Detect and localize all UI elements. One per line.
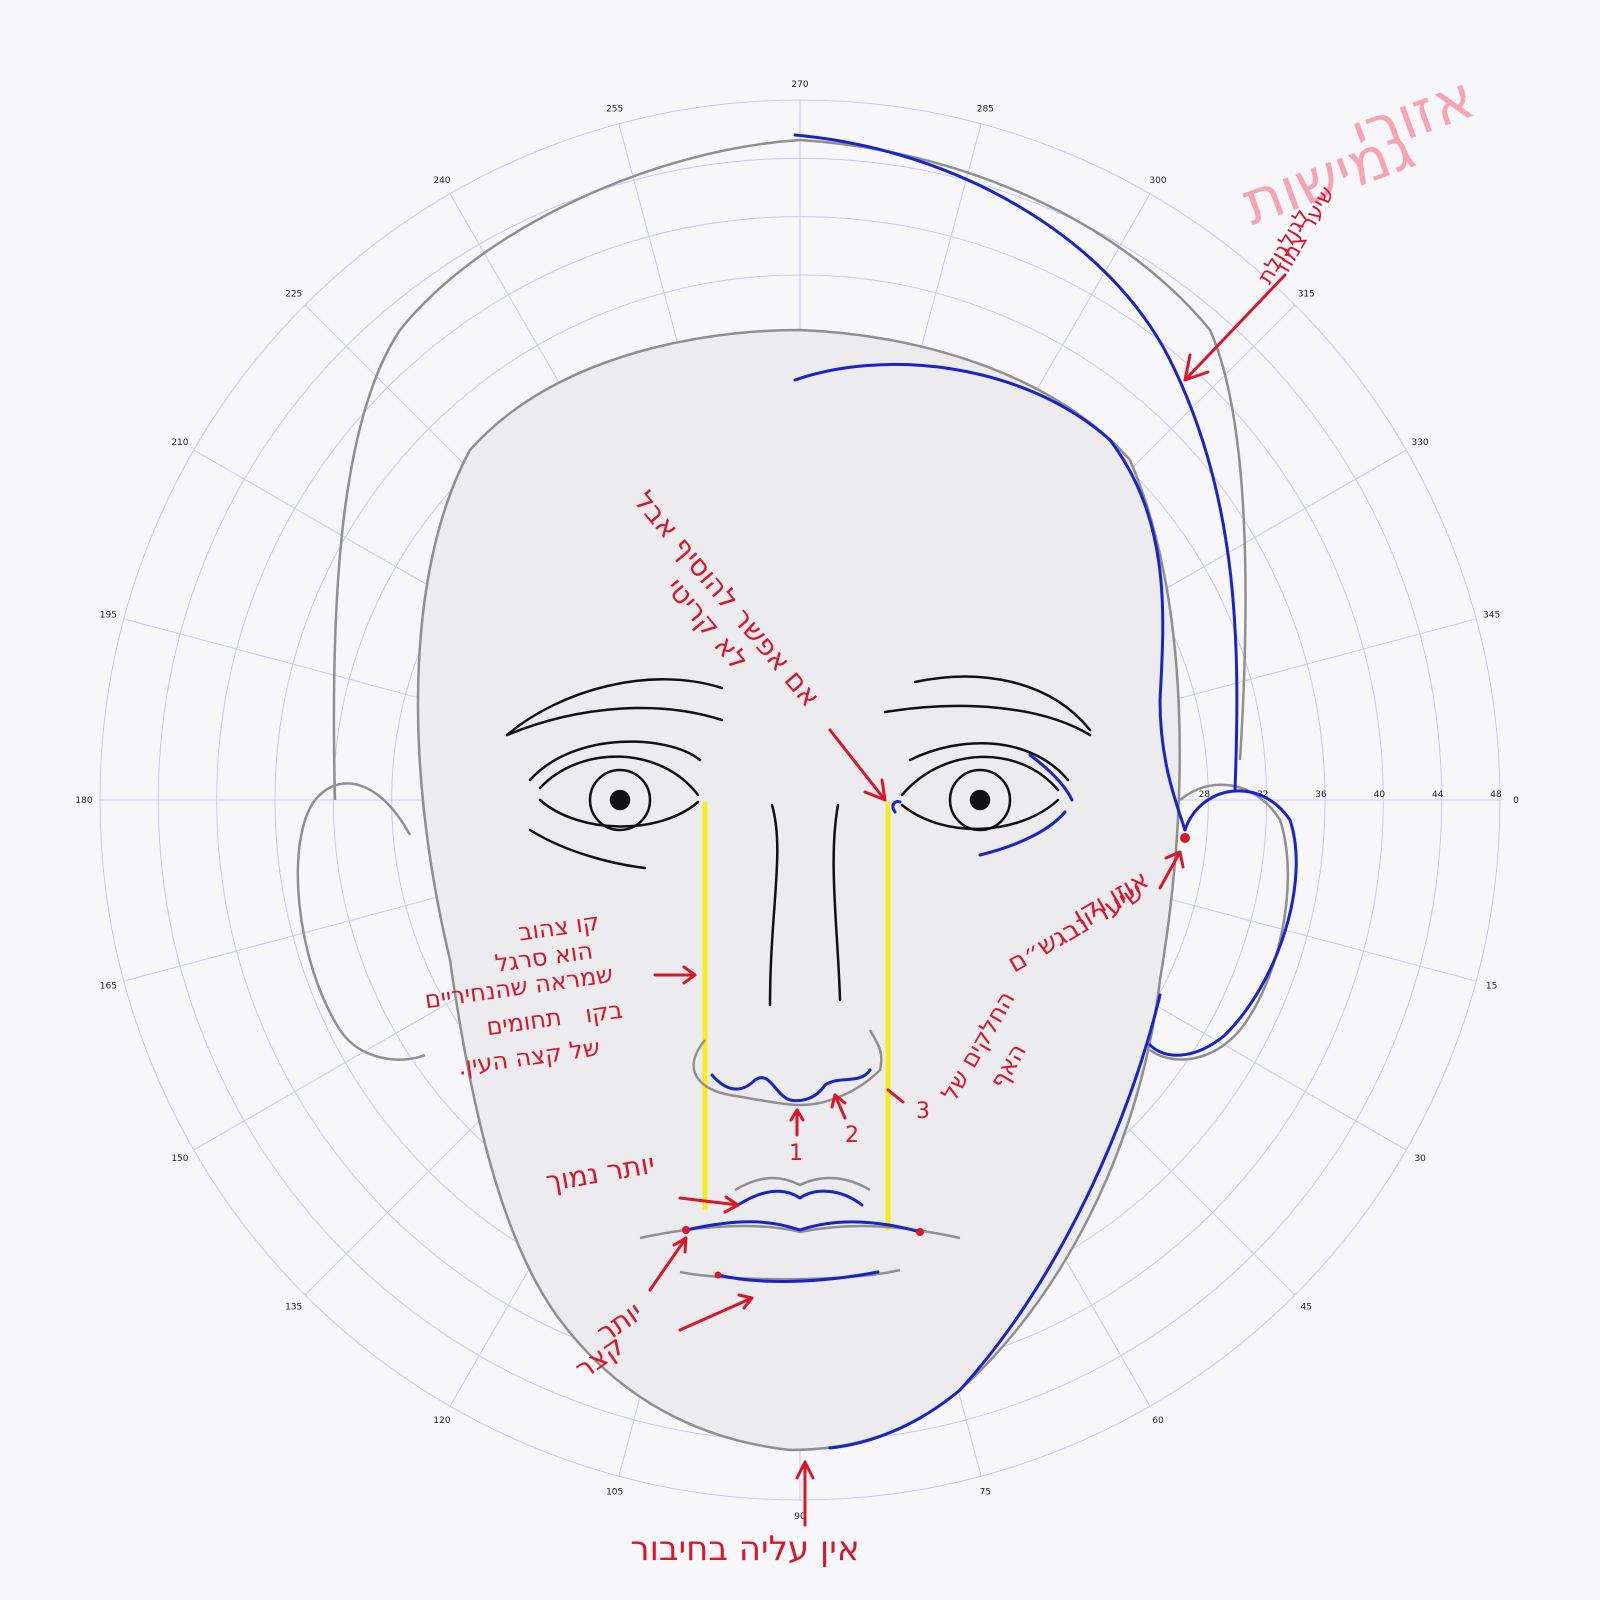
skull-outline — [332, 138, 1247, 801]
radial-label: 36 — [1315, 790, 1327, 800]
angle-label: 315 — [1298, 290, 1315, 300]
yellow-note-line4: בקו — [583, 996, 624, 1029]
inner-eye-hook — [891, 800, 902, 814]
annotation-arrows — [648, 273, 1287, 1527]
angle-labels: 0153045607590105120135150165180195210225… — [75, 80, 1519, 1522]
inner-hairline-blue — [793, 362, 1187, 832]
angle-label: 195 — [100, 611, 117, 621]
nose-num-1: 1 — [789, 1141, 803, 1166]
right-eyebrow — [913, 675, 1092, 732]
left-eyebrow-lower — [505, 706, 724, 737]
angle-label: 165 — [100, 981, 117, 991]
under-eye-blue — [978, 810, 1067, 857]
angle-label: 105 — [606, 1488, 623, 1498]
angle-label: 0 — [1513, 796, 1519, 806]
radial-label: 44 — [1432, 790, 1444, 800]
eye-corner-blue — [1028, 753, 1074, 802]
lip-left-dot-icon — [714, 1271, 722, 1279]
jaw-blue — [828, 993, 1162, 1450]
ear-junction-dot-icon — [1180, 833, 1190, 843]
angle-label: 75 — [980, 1488, 991, 1498]
ear-blue — [1148, 789, 1298, 1057]
angle-label: 30 — [1414, 1154, 1426, 1164]
angle-label: 225 — [285, 290, 302, 300]
left-eye-bag — [528, 828, 647, 870]
right-eye-lid-upper — [900, 755, 1060, 797]
nose-num-2: 2 — [845, 1123, 859, 1148]
nose-left-ridge — [768, 803, 779, 1007]
left-pupil-icon — [609, 789, 631, 811]
angle-label: 150 — [171, 1154, 188, 1164]
angle-label: 270 — [791, 80, 808, 90]
nose-arrow-2-icon — [830, 1093, 847, 1120]
nose-arrow-1-icon — [789, 1108, 805, 1137]
angle-label: 120 — [433, 1416, 450, 1426]
upper-lip-blue — [736, 1189, 864, 1207]
mouth-left-dot-icon — [682, 1226, 690, 1234]
lower-lip-blue — [716, 1270, 880, 1283]
nostril-rulers — [702, 802, 891, 1230]
left-eyebrow — [505, 678, 724, 737]
upper-lip-outline — [734, 1176, 871, 1192]
facial-features — [505, 675, 1092, 1007]
chin-note: אין עליה בחיבור — [630, 1529, 859, 1569]
angle-label: 210 — [171, 438, 188, 448]
nose-num-3: 3 — [916, 1099, 930, 1124]
left-eye-lid-lower — [538, 798, 700, 828]
chin-arrow-icon — [795, 1460, 815, 1527]
angle-label: 240 — [433, 176, 450, 186]
angle-label: 285 — [977, 104, 994, 114]
angle-label: 135 — [285, 1302, 302, 1312]
radial-label: 28 — [1199, 790, 1211, 800]
radial-label: 48 — [1490, 790, 1502, 800]
yellow-arrow-icon — [653, 965, 697, 985]
blue-corrections — [682, 133, 1298, 1450]
left-ear — [296, 782, 426, 1061]
ear-arrow-icon — [1158, 850, 1185, 890]
right-eye-crease — [908, 741, 1070, 782]
title-line2: גמישות — [1233, 113, 1423, 239]
mouth-right-dot-icon — [916, 1228, 924, 1236]
right-pupil-icon — [969, 789, 991, 811]
mouth-blue — [684, 1220, 922, 1234]
forehead-arrow-icon — [828, 728, 887, 802]
left-eye-iris — [588, 768, 652, 832]
angle-label: 255 — [606, 104, 623, 114]
nose-right-ridge — [832, 803, 842, 1002]
right-eyebrow-lower — [883, 704, 1092, 737]
left-eye-crease — [528, 740, 702, 782]
deeper-arrow-icon — [678, 1195, 740, 1214]
right-eye-iris — [948, 768, 1012, 832]
mouth-arrow-2-icon — [678, 1293, 754, 1332]
angle-label: 90 — [794, 1512, 806, 1522]
lower-lip-shadow — [679, 1268, 901, 1281]
left-eye-lid-upper — [538, 755, 700, 797]
nose-arrow-3-icon — [886, 1088, 905, 1104]
hairline-blue — [793, 133, 1239, 792]
nose-base-blue — [710, 1068, 872, 1103]
angle-label: 15 — [1486, 981, 1497, 991]
angle-label: 300 — [1149, 176, 1166, 186]
mouth-arrow-1-icon — [648, 1236, 688, 1292]
angle-label: 330 — [1411, 438, 1428, 448]
angle-label: 45 — [1301, 1302, 1312, 1312]
nose-base — [692, 1029, 883, 1107]
angle-label: 345 — [1483, 611, 1500, 621]
head-outline — [296, 138, 1290, 1452]
angle-label: 60 — [1152, 1416, 1164, 1426]
face-outline — [416, 328, 1181, 1452]
angle-label: 180 — [75, 796, 92, 806]
hair-arrow-icon — [1183, 273, 1287, 382]
radial-label: 40 — [1374, 790, 1386, 800]
